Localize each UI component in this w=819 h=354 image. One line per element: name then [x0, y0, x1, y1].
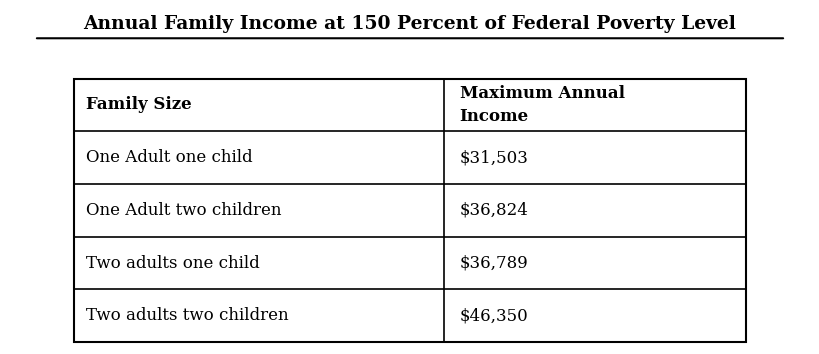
- Text: Maximum Annual
Income: Maximum Annual Income: [459, 85, 624, 125]
- Text: Annual Family Income at 150 Percent of Federal Poverty Level: Annual Family Income at 150 Percent of F…: [84, 16, 735, 33]
- Text: Two adults one child: Two adults one child: [86, 255, 260, 272]
- Text: One Adult two children: One Adult two children: [86, 202, 281, 219]
- Text: Two adults two children: Two adults two children: [86, 307, 288, 324]
- Text: Family Size: Family Size: [86, 97, 192, 114]
- Text: One Adult one child: One Adult one child: [86, 149, 252, 166]
- Bar: [74, 79, 745, 342]
- Text: $46,350: $46,350: [459, 307, 527, 324]
- Text: $36,824: $36,824: [459, 202, 527, 219]
- Text: $36,789: $36,789: [459, 255, 527, 272]
- Text: $31,503: $31,503: [459, 149, 527, 166]
